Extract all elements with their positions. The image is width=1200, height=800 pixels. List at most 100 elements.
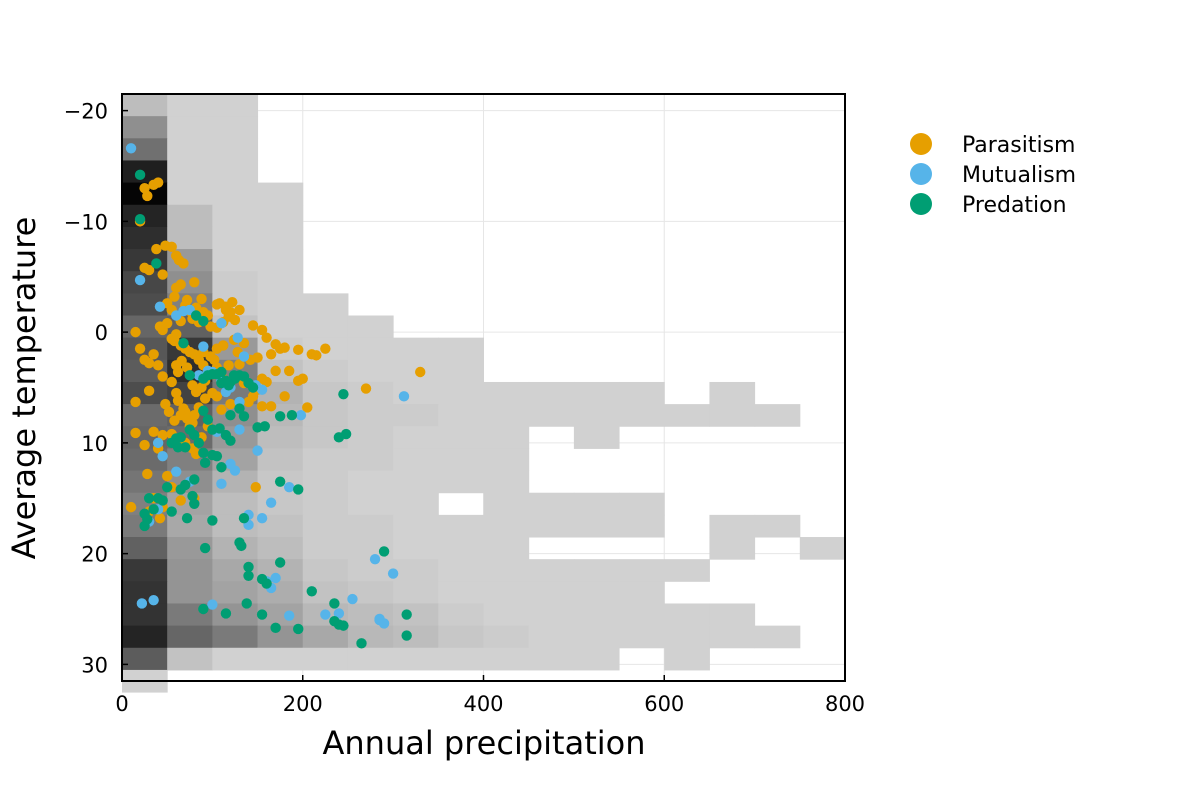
histogram-cell	[122, 603, 168, 627]
histogram-cell	[257, 249, 304, 272]
histogram-cell	[212, 492, 259, 516]
histogram-cell	[438, 514, 484, 538]
point-predation	[256, 609, 268, 620]
histogram-cell	[664, 603, 710, 627]
point-parasitism	[265, 349, 277, 360]
x-tick-label: 200	[283, 692, 323, 716]
histogram-cell	[167, 514, 213, 538]
point-parasitism	[139, 262, 150, 274]
histogram-cell	[212, 160, 259, 184]
point-mutualism	[374, 613, 385, 625]
point-mutualism	[148, 594, 159, 606]
histogram-cell	[167, 182, 213, 206]
histogram-cell	[257, 426, 304, 449]
histogram-cell	[664, 625, 710, 649]
histogram-cell	[212, 94, 259, 117]
histogram-cell	[302, 625, 349, 649]
point-predation	[198, 603, 209, 615]
histogram-cell	[167, 647, 213, 671]
y-tick-label: −20	[64, 100, 108, 124]
point-predation	[338, 388, 349, 400]
legend-label-parasitism: Parasitism	[962, 133, 1076, 158]
point-predation	[238, 411, 250, 422]
point-predation	[198, 447, 209, 459]
point-predation	[187, 490, 198, 502]
point-mutualism	[154, 301, 166, 312]
histogram-cell	[122, 404, 168, 427]
point-predation	[198, 405, 209, 416]
histogram-cell	[438, 625, 484, 649]
histogram-cell	[393, 514, 439, 538]
point-parasitism	[130, 396, 141, 408]
histogram-cell	[573, 381, 620, 405]
point-predation	[148, 504, 159, 515]
histogram-cell	[619, 625, 665, 649]
point-mutualism	[207, 599, 218, 610]
histogram-cell	[528, 647, 575, 671]
point-predation	[180, 442, 191, 453]
point-predation	[228, 370, 240, 381]
histogram-cell	[347, 581, 394, 604]
histogram-cell	[709, 603, 756, 627]
histogram-cell	[754, 404, 801, 427]
histogram-cell	[573, 426, 620, 449]
histogram-cell	[122, 537, 168, 560]
histogram-cell	[528, 581, 575, 604]
histogram-cell	[573, 581, 620, 604]
point-parasitism	[261, 332, 272, 343]
point-parasitism	[225, 398, 236, 410]
histogram-cell	[302, 293, 349, 317]
point-mutualism	[256, 512, 268, 524]
point-predation	[274, 476, 286, 487]
point-predation	[184, 370, 195, 381]
point-parasitism	[171, 282, 182, 294]
point-parasitism	[199, 393, 211, 404]
point-mutualism	[216, 318, 227, 329]
histogram-cell	[438, 359, 484, 383]
histogram-cell	[257, 271, 304, 294]
legend-marker-predation	[910, 193, 932, 215]
point-parasitism	[261, 376, 272, 388]
legend: Parasitism Mutualism Predation	[910, 133, 1076, 218]
point-predation	[207, 515, 218, 526]
point-parasitism	[151, 243, 162, 255]
histogram-cell	[347, 625, 394, 649]
histogram-cell	[257, 381, 304, 405]
point-parasitism	[189, 409, 200, 421]
point-parasitism	[160, 398, 171, 410]
histogram-cell	[302, 448, 349, 472]
histogram-cell	[619, 603, 665, 627]
histogram-cell	[212, 271, 259, 294]
histogram-cell	[619, 559, 665, 582]
point-parasitism	[234, 304, 245, 316]
point-predation	[175, 484, 186, 495]
point-parasitism	[208, 354, 220, 366]
histogram-cell	[483, 470, 530, 494]
point-predation	[270, 622, 281, 634]
histogram-cell	[212, 182, 259, 206]
point-parasitism	[211, 391, 223, 402]
point-mutualism	[387, 568, 399, 579]
histogram-cell	[257, 603, 304, 627]
histogram-cell	[393, 537, 439, 560]
point-predation	[286, 409, 298, 421]
point-mutualism	[238, 351, 250, 362]
histogram-cell	[257, 514, 304, 538]
histogram-cell	[709, 537, 756, 560]
x-axis-title: Annual precipitation	[323, 724, 646, 762]
histogram-cell	[393, 470, 439, 494]
point-predation	[199, 542, 211, 554]
point-parasitism	[148, 349, 159, 360]
histogram-cell	[528, 514, 575, 538]
point-parasitism	[360, 383, 372, 394]
histogram-cell	[302, 381, 349, 405]
histogram-cell	[393, 426, 439, 449]
point-parasitism	[227, 297, 238, 308]
point-parasitism	[178, 258, 189, 269]
histogram-cell	[122, 116, 168, 139]
point-predation	[199, 457, 211, 469]
histogram-cell	[257, 647, 304, 671]
histogram-cell	[257, 448, 304, 472]
histogram-cell	[212, 537, 259, 560]
